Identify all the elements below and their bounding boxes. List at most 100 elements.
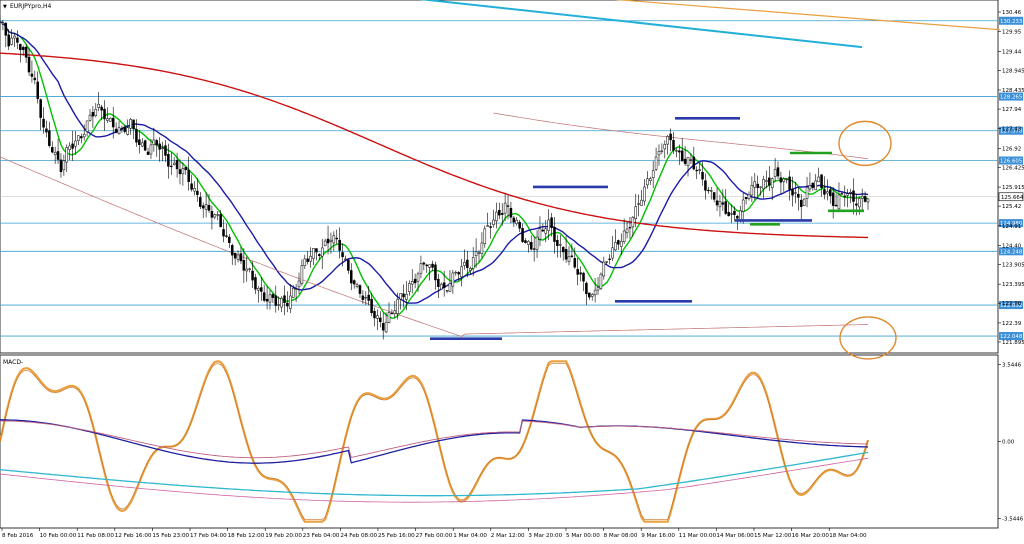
candle-body [840, 193, 844, 195]
candle-body [201, 205, 205, 209]
candle-body [439, 283, 443, 290]
level-badge-6 [999, 301, 1023, 310]
candle-body [640, 199, 643, 206]
candle-body [344, 258, 347, 260]
highlight-circle-lower[interactable] [839, 316, 897, 360]
candle-body [718, 201, 722, 208]
highlight-circle-upper[interactable] [838, 120, 892, 167]
horizontal-levels[interactable]: 130.233 128.265 127.378 126.605 124.980 124.2… [0, 16, 1023, 341]
candle-body [184, 167, 188, 171]
candle-body [637, 203, 640, 205]
level-label-2: 127.378 [1000, 129, 1023, 135]
candle-body [631, 217, 635, 228]
highlight-circles[interactable] [838, 120, 897, 360]
candle-body [164, 145, 167, 156]
trendline-cyan[interactable] [365, 0, 863, 49]
candle-body [280, 297, 283, 308]
level-label-4: 124.980 [1000, 221, 1023, 227]
candle-body [454, 271, 458, 274]
candle-body [248, 268, 251, 270]
level-badge-2 [999, 126, 1023, 135]
candle-body [858, 198, 861, 208]
candle-body [643, 186, 646, 202]
candle-body [402, 293, 405, 298]
candle-body [97, 103, 100, 108]
candle-body [445, 290, 449, 292]
candle-body [712, 192, 716, 200]
trendline-orange[interactable] [510, 0, 1001, 31]
candle-body [704, 180, 707, 191]
candle-body [254, 277, 257, 290]
time-tick-label: 10 Feb 00:00 [40, 533, 77, 539]
candle-body [230, 245, 234, 256]
candle-body [556, 240, 559, 247]
time-tick-label: 17 Feb 04:00 [190, 533, 227, 539]
candle-body [167, 153, 170, 167]
candle-body [158, 143, 161, 150]
candle-body [123, 126, 127, 132]
candle-body [506, 205, 510, 207]
candle-body [736, 215, 739, 219]
price-tick-label: 127.43 [1002, 127, 1022, 133]
candle-body [39, 99, 42, 118]
candle-body [602, 261, 606, 277]
candle-body [129, 119, 132, 129]
candle-body [318, 254, 321, 257]
candle-body [379, 317, 382, 322]
time-tick-label: 23 Feb 04:00 [303, 533, 340, 539]
candle-body [387, 312, 391, 323]
candle-body [111, 117, 115, 128]
candle-body [689, 159, 693, 161]
candle-body [114, 128, 118, 133]
candle-body [91, 112, 95, 117]
candle-body [651, 170, 655, 179]
menu-arrow-icon[interactable]: ▼ [3, 4, 7, 10]
candle-body [451, 272, 455, 287]
candle-body [593, 289, 597, 296]
candle-body [74, 140, 77, 147]
candle-body [16, 37, 19, 43]
candle-body [315, 248, 318, 253]
candle-body [393, 310, 397, 314]
candle-body [236, 254, 240, 260]
candle-body [370, 298, 373, 314]
macd-stoch-edge [0, 363, 869, 520]
candle-body [802, 198, 806, 207]
candle-body [791, 188, 794, 196]
candle-body [19, 44, 22, 51]
candle-body [30, 73, 34, 77]
candle-body [126, 127, 129, 135]
time-tick-label: 27 Feb 00:00 [416, 533, 453, 539]
candle-body [480, 242, 484, 254]
candle-body [21, 46, 25, 50]
candle-body [410, 281, 414, 285]
candle-body [376, 315, 379, 319]
candle-body [80, 136, 83, 139]
candle-body [512, 217, 516, 223]
price-tick-label: 121.895 [1002, 340, 1024, 346]
candle-body [855, 203, 858, 206]
candle-body [138, 139, 141, 145]
support-resistance-zones[interactable] [430, 117, 864, 340]
time-tick-label: 14 Mar 06:00 [716, 533, 754, 539]
candle-body [297, 280, 301, 288]
candle-body [262, 292, 266, 301]
candle-body [715, 200, 719, 206]
ma-fast-line [0, 21, 869, 320]
candle-body [695, 169, 698, 172]
trendlines[interactable] [365, 0, 1001, 49]
candle-body [730, 213, 733, 215]
macd-main-line [0, 419, 869, 464]
time-tick-label: 9 Mar 16:00 [641, 533, 675, 539]
time-tick-label: 1 Mar 04:00 [453, 533, 487, 539]
candle-body [590, 294, 594, 297]
candle-body [814, 180, 818, 191]
candle-body [140, 142, 144, 147]
candle-body [498, 210, 501, 216]
candle-body [413, 278, 417, 284]
time-tick-label: 2 Mar 12:00 [491, 533, 525, 539]
candle-body [303, 258, 307, 266]
candle-body [381, 323, 385, 331]
candle-body [271, 294, 275, 298]
candle-body [541, 229, 545, 232]
